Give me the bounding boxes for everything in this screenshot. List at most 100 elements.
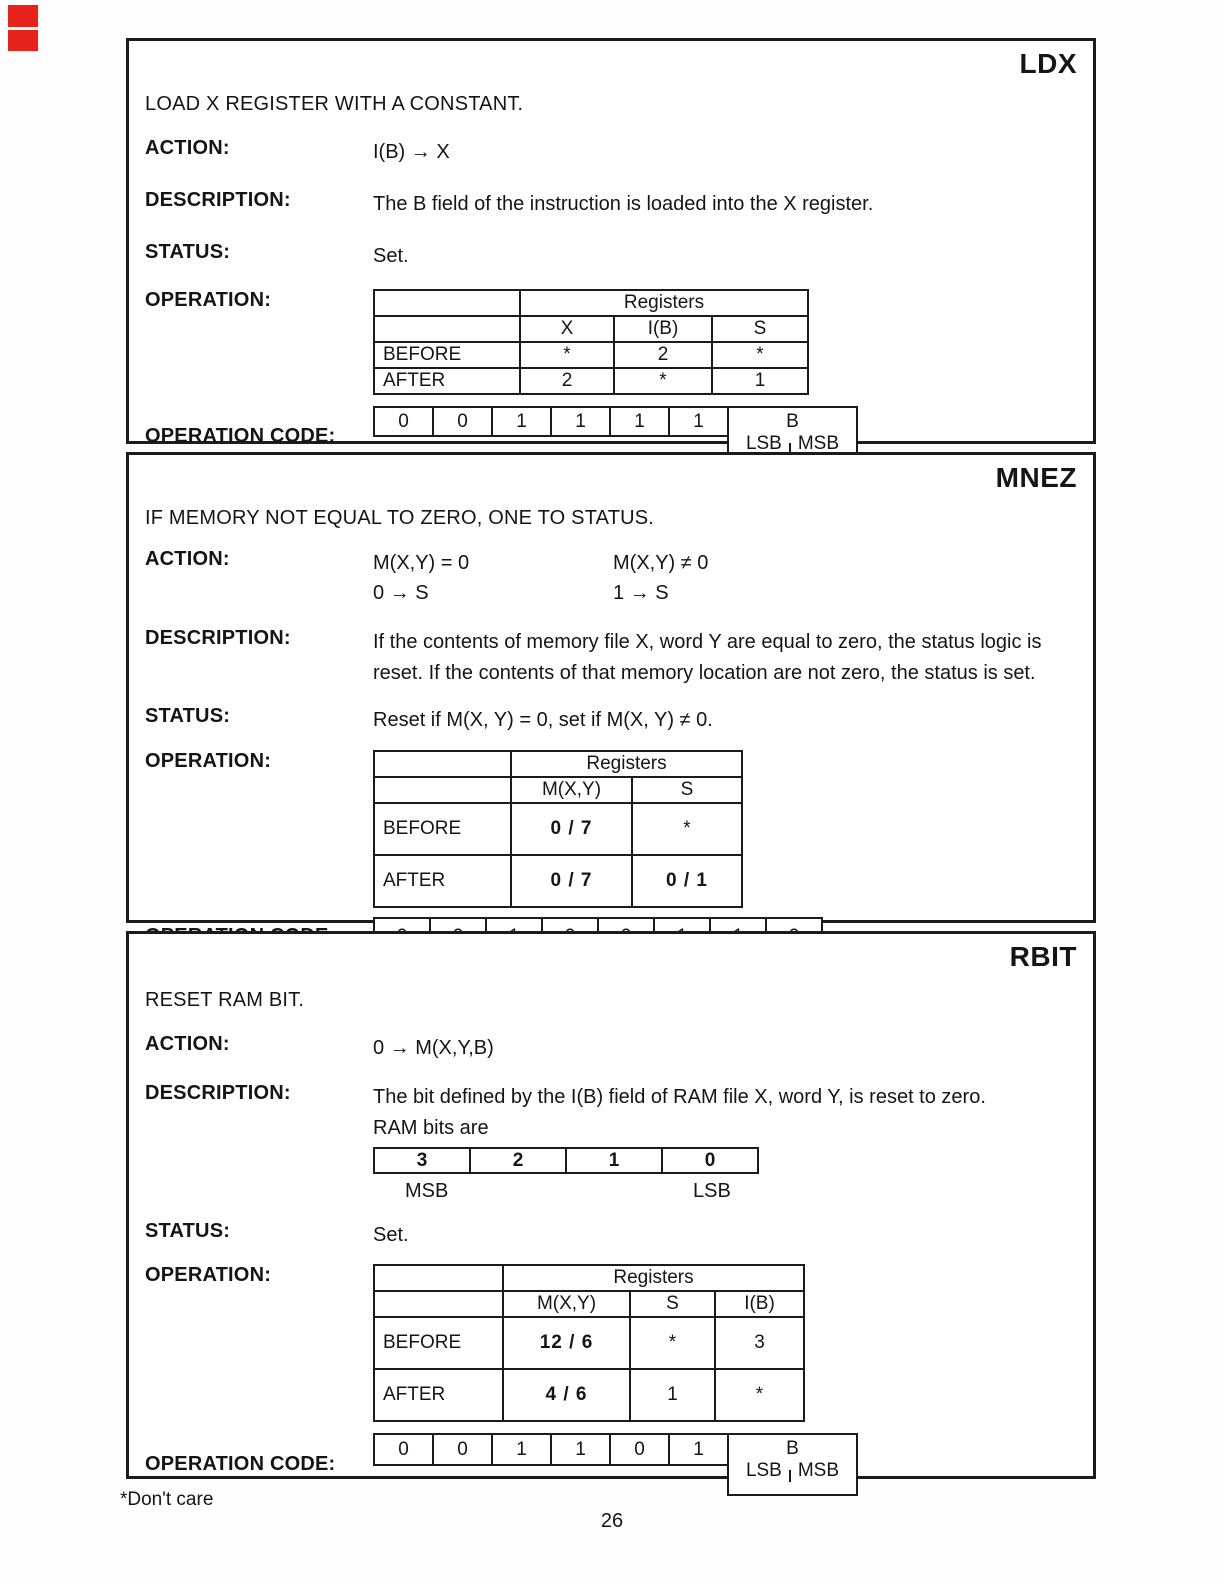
mnez-description-row: DESCRIPTION: If the contents of memory f…: [145, 627, 1077, 689]
mnez-operation-row: OPERATION: Registers M(X,Y) S BEFORE 0 /…: [145, 750, 1077, 908]
before-mxy: 12 / 6: [502, 1316, 631, 1370]
operation-label: OPERATION:: [145, 750, 272, 772]
before-ib: 2: [613, 341, 713, 369]
opcode-bit: 0: [432, 1433, 493, 1466]
ram-bit-cell: 2: [469, 1147, 567, 1174]
before-label: BEFORE: [373, 1316, 504, 1370]
before-label: BEFORE: [373, 802, 512, 856]
table-row: AFTER 2 * 1: [373, 367, 809, 395]
table-row: BEFORE * 2 *: [373, 341, 809, 369]
opcode-b-field-cell: B LSB MSB: [727, 1433, 858, 1496]
ldx-status-value: Set.: [373, 245, 409, 267]
after-ib: *: [613, 367, 713, 395]
action-case-nonzero: M(X,Y) ≠ 0 1 → S: [613, 552, 709, 604]
after-mxy: 4 / 6: [502, 1368, 631, 1422]
rbit-status-value: Set.: [373, 1224, 409, 1246]
dont-care-footnote: *Don't care: [120, 1489, 214, 1510]
section-title-mnez: MNEZ: [995, 462, 1077, 493]
empty-cell: [373, 315, 521, 343]
status-label: STATUS:: [145, 1220, 231, 1242]
operation-code-label: OPERATION CODE:: [145, 424, 336, 447]
section-title-ldx: LDX: [1019, 48, 1077, 79]
opcode-bit: 1: [550, 1433, 611, 1466]
column-header: S: [711, 315, 809, 343]
before-label: BEFORE: [373, 341, 521, 369]
after-label: AFTER: [373, 1368, 504, 1422]
status-label: STATUS:: [145, 241, 231, 263]
before-s: *: [629, 1316, 716, 1370]
description-label: DESCRIPTION:: [145, 1082, 291, 1104]
opcode-bit: 1: [609, 406, 670, 437]
ldx-status-row: STATUS: Set.: [145, 241, 1077, 272]
registers-header-cell: Registers: [519, 289, 809, 317]
rbit-operation-row: OPERATION: Registers M(X,Y) S I(B) BEFOR…: [145, 1264, 1077, 1422]
opcode-bit: 1: [491, 1433, 552, 1466]
rbit-headline: RESET RAM BIT.: [145, 989, 305, 1011]
before-s: *: [711, 341, 809, 369]
rbit-instruction-section: RBIT RESET RAM BIT. ACTION: 0 → M(X,Y,B)…: [126, 931, 1096, 1496]
action-case-zero: M(X,Y) = 0 0 → S: [373, 552, 470, 604]
description-label: DESCRIPTION:: [145, 627, 291, 649]
after-label: AFTER: [373, 367, 521, 395]
scan-artifact-mark: [8, 30, 38, 51]
column-header: X: [519, 315, 615, 343]
empty-cell: [373, 1290, 504, 1318]
after-s: 1: [711, 367, 809, 395]
opcode-bit: 1: [550, 406, 611, 437]
ldx-description-row: DESCRIPTION: The B field of the instruct…: [145, 189, 1077, 220]
ldx-instruction-section: LDX LOAD X REGISTER WITH A CONSTANT. ACT…: [126, 38, 1096, 466]
after-x: 2: [519, 367, 615, 395]
table-row: AFTER 0 / 7 0 / 1: [373, 854, 743, 908]
registers-header-cell: Registers: [510, 750, 743, 778]
rbit-opcode-bits: 0 0 1 1 0 1 B LSB MSB: [373, 1433, 858, 1496]
opcode-bit: 0: [373, 406, 434, 437]
table-row: BEFORE 0 / 7 *: [373, 802, 743, 856]
opcode-bit: 1: [668, 1433, 729, 1466]
empty-cell: [373, 776, 512, 804]
after-mxy: 0 / 7: [510, 854, 633, 908]
opcode-bit: 0: [432, 406, 493, 437]
action-label: ACTION:: [145, 137, 230, 159]
operation-label: OPERATION:: [145, 1264, 272, 1286]
description-label: DESCRIPTION:: [145, 189, 291, 211]
mnez-operation-table: Registers M(X,Y) S BEFORE 0 / 7 * AFTER …: [373, 750, 743, 908]
column-header: I(B): [714, 1290, 805, 1318]
lsb-msb-label: LSB MSB: [745, 433, 840, 455]
column-header: I(B): [613, 315, 713, 343]
rbit-action-value: 0 → M(X,Y,B): [373, 1037, 494, 1059]
opcode-bit: 0: [373, 1433, 434, 1466]
opcode-bit: 0: [609, 1433, 670, 1466]
empty-cell: [373, 289, 521, 317]
ram-bit-cell: 3: [373, 1147, 471, 1174]
bit-order-tick: [788, 1470, 791, 1482]
ram-bits-legend: MSB LSB: [373, 1176, 986, 1202]
page-number: 26: [600, 1510, 624, 1532]
rbit-status-row: STATUS: Set.: [145, 1220, 1077, 1251]
after-s: 1: [629, 1368, 716, 1422]
rbit-operation-table: Registers M(X,Y) S I(B) BEFORE 12 / 6 * …: [373, 1264, 805, 1422]
ldx-operation-row: OPERATION: Registers X I(B) S BEFORE * 2: [145, 289, 1077, 395]
mnez-instruction-section: MNEZ IF MEMORY NOT EQUAL TO ZERO, ONE TO…: [126, 452, 1096, 956]
mnez-action-row: ACTION: M(X,Y) = 0 0 → S M(X,Y) ≠ 0 1 → …: [145, 548, 1077, 608]
rbit-description-value: The bit defined by the I(B) field of RAM…: [373, 1082, 986, 1202]
ram-bits-diagram: 3 2 1 0 MSB LSB: [373, 1147, 986, 1202]
table-row: AFTER 4 / 6 1 *: [373, 1368, 805, 1422]
lsb-label: LSB: [693, 1180, 731, 1202]
ldx-action-row: ACTION: I(B) → X: [145, 137, 1077, 168]
column-header: S: [629, 1290, 716, 1318]
before-ib: 3: [714, 1316, 805, 1370]
ldx-headline: LOAD X REGISTER WITH A CONSTANT.: [145, 93, 524, 115]
after-s: 0 / 1: [631, 854, 743, 908]
empty-cell: [373, 750, 512, 778]
msb-label: MSB: [405, 1180, 449, 1202]
column-header: M(X,Y): [502, 1290, 631, 1318]
after-label: AFTER: [373, 854, 512, 908]
section-title-rbit: RBIT: [1009, 941, 1077, 972]
operation-code-label: OPERATION CODE:: [145, 1453, 336, 1475]
column-header: M(X,Y): [510, 776, 633, 804]
column-header: S: [631, 776, 743, 804]
table-row: BEFORE 12 / 6 * 3: [373, 1316, 805, 1370]
mnez-headline: IF MEMORY NOT EQUAL TO ZERO, ONE TO STAT…: [145, 507, 655, 529]
after-ib: *: [714, 1368, 805, 1422]
